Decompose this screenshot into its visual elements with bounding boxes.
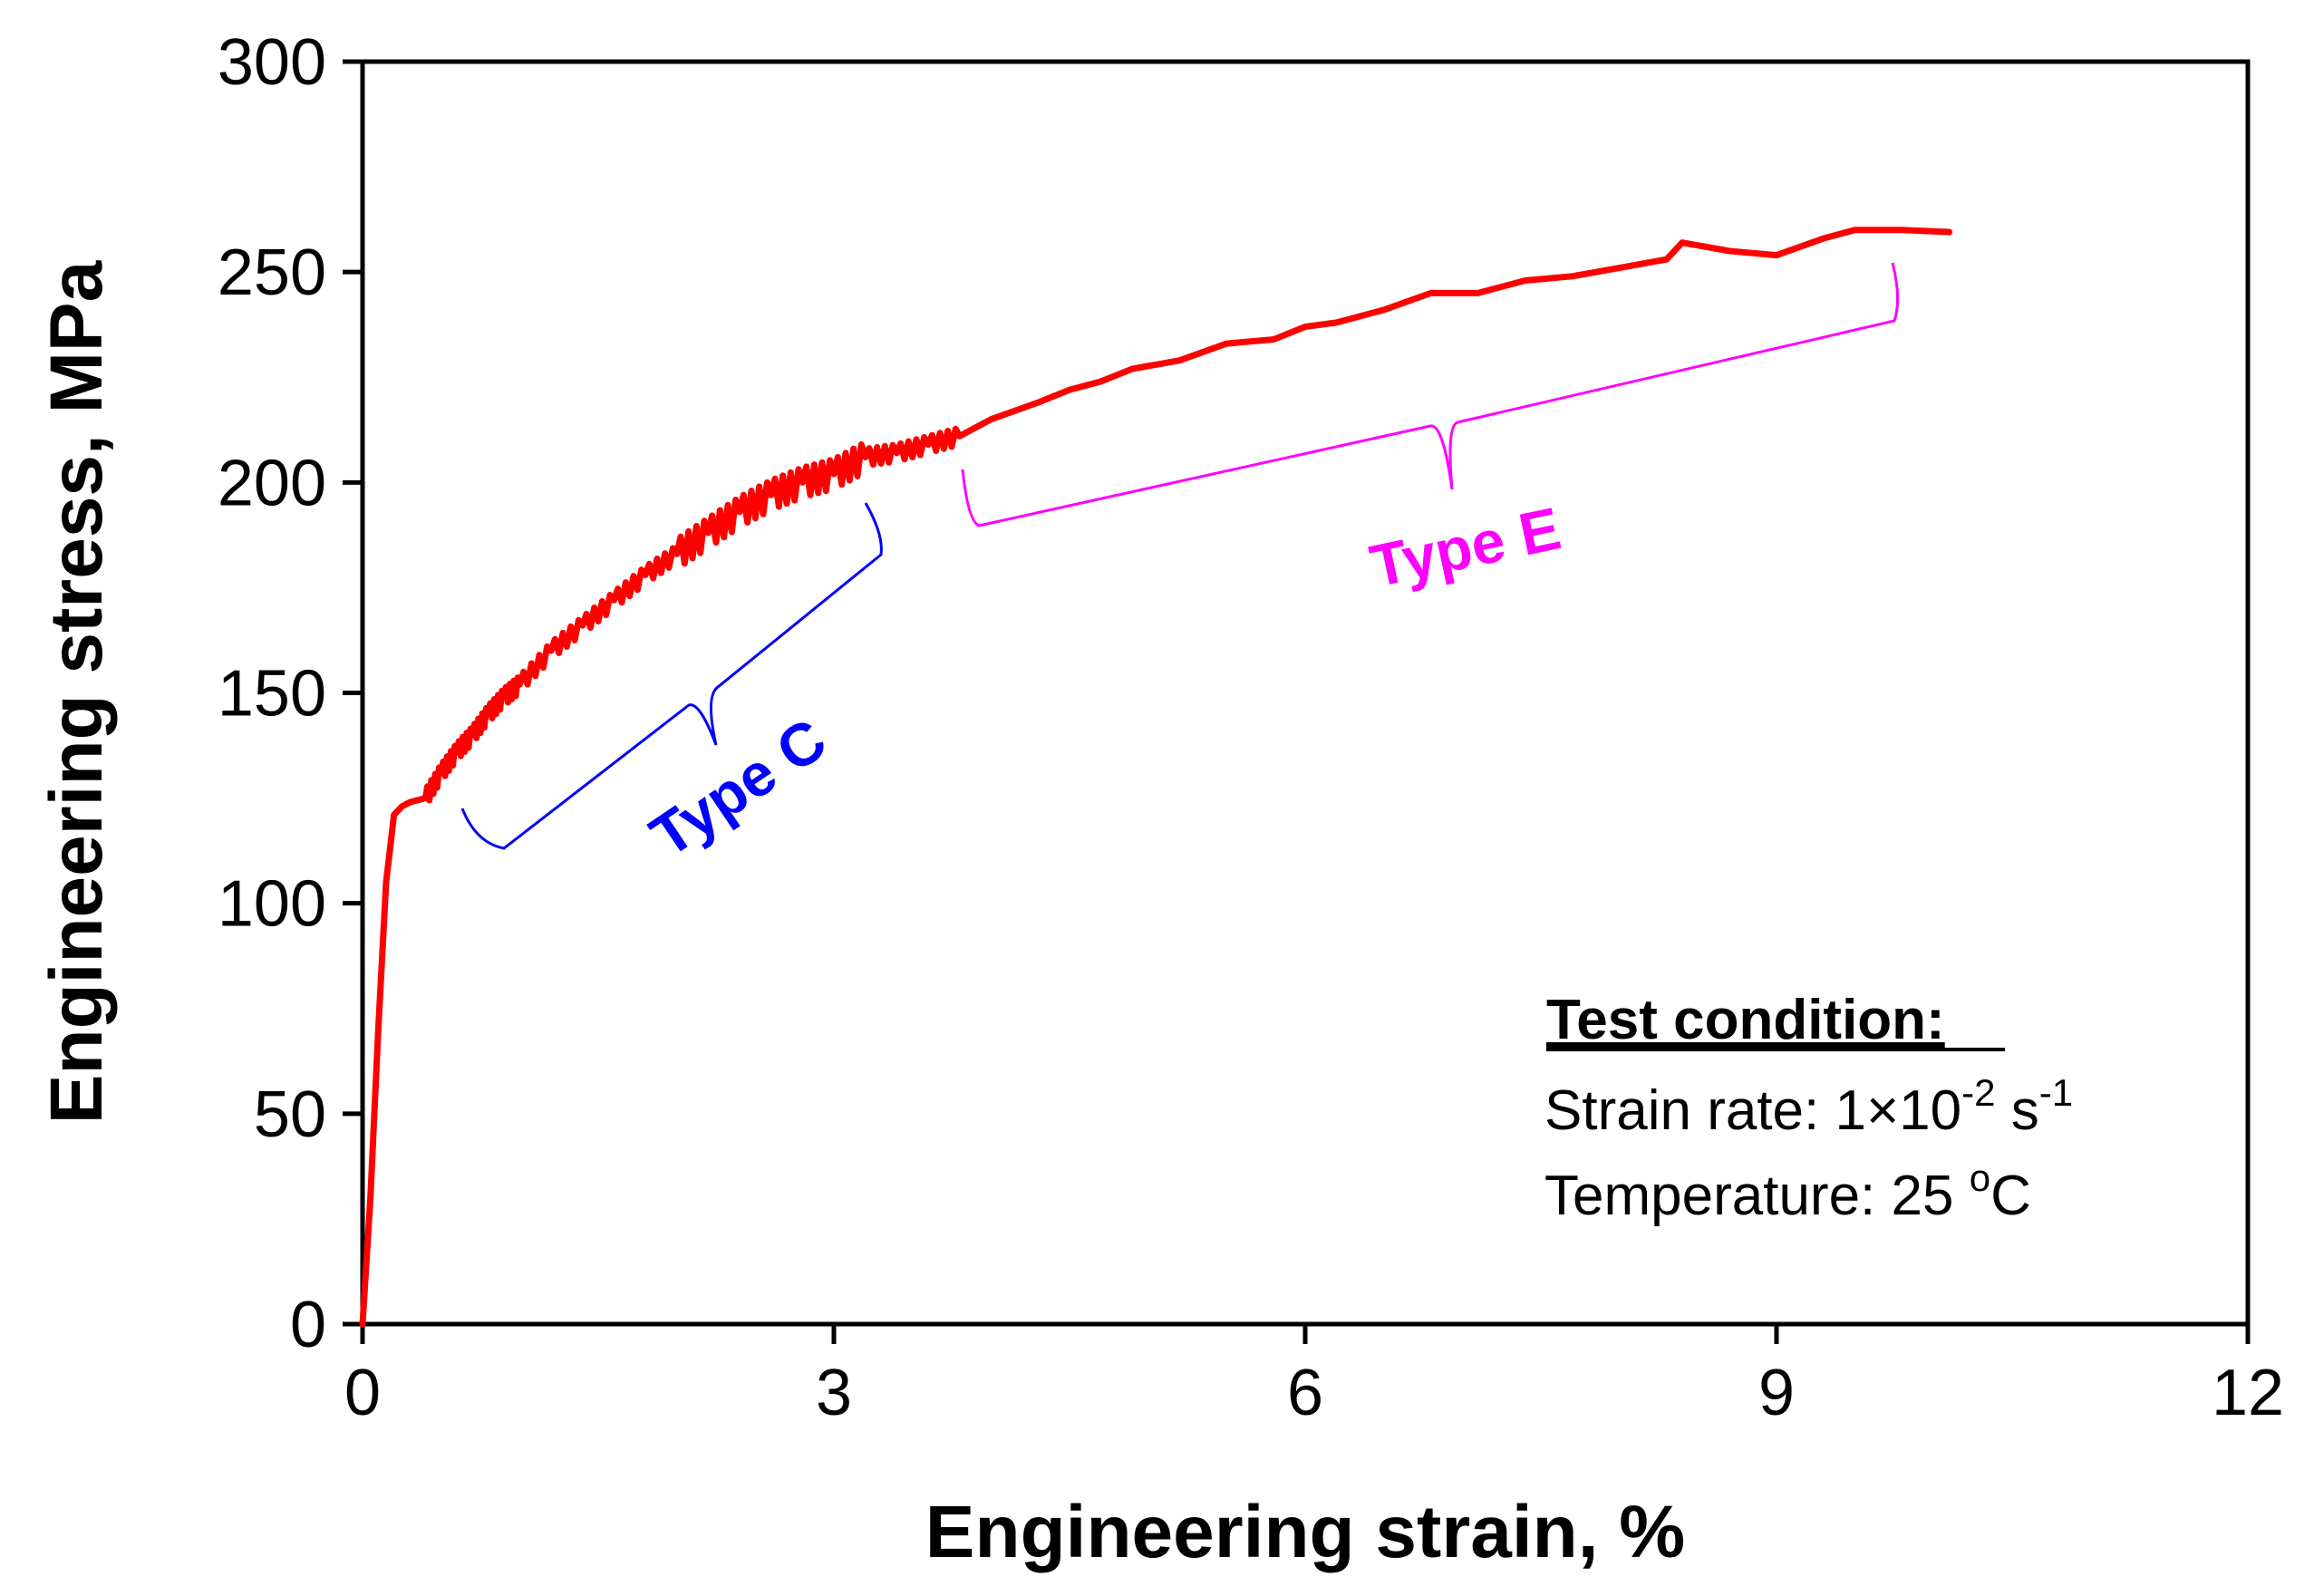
- degree-symbol: o: [1970, 1156, 1990, 1199]
- strain-rate-exponent: -2: [1961, 1071, 1995, 1114]
- x-tick-label: 3: [816, 1357, 852, 1429]
- plot-frame: [360, 59, 2251, 1327]
- type-e-bracket: [961, 262, 1900, 527]
- y-axis-ticks: 0 50 100 150 200 250 300: [218, 26, 363, 1361]
- x-tick-label: 6: [1287, 1357, 1323, 1429]
- y-tick-label: 100: [218, 868, 326, 941]
- x-axis-title: Engineering strain, %: [925, 1491, 1685, 1573]
- strain-rate-unit: s: [1996, 1079, 2039, 1142]
- stress-strain-curve: [359, 227, 1953, 1328]
- y-tick-label: 300: [218, 26, 326, 99]
- strain-rate-prefix: Strain rate: 1×10: [1544, 1079, 1961, 1142]
- y-tick-label: 0: [290, 1289, 326, 1361]
- y-axis-title: Engineering stress, MPa: [35, 259, 118, 1124]
- temperature-unit: C: [1990, 1165, 2031, 1227]
- strain-rate-line: Strain rate: 1×10-2 s-1: [1544, 1071, 2073, 1142]
- x-tick-label: 9: [1758, 1357, 1795, 1429]
- y-tick-label: 200: [218, 447, 326, 519]
- y-tick-label: 250: [218, 237, 326, 309]
- x-axis-ticks: 0 3 6 9 12: [344, 1324, 2284, 1429]
- temperature-line: Temperature: 25 oC: [1544, 1156, 2031, 1227]
- type-c-bracket: [460, 502, 883, 850]
- test-condition-title: Test condition:: [1546, 989, 1945, 1051]
- temperature-prefix: Temperature: 25: [1544, 1165, 1970, 1227]
- type-e-label: Type E: [1365, 494, 1566, 599]
- y-tick-label: 150: [218, 658, 326, 730]
- strain-rate-unit-exponent: -1: [2039, 1071, 2073, 1114]
- x-tick-label: 12: [2212, 1357, 2284, 1429]
- y-tick-label: 50: [254, 1079, 326, 1151]
- x-tick-label: 0: [344, 1357, 381, 1429]
- type-c-label: Type C: [638, 705, 837, 870]
